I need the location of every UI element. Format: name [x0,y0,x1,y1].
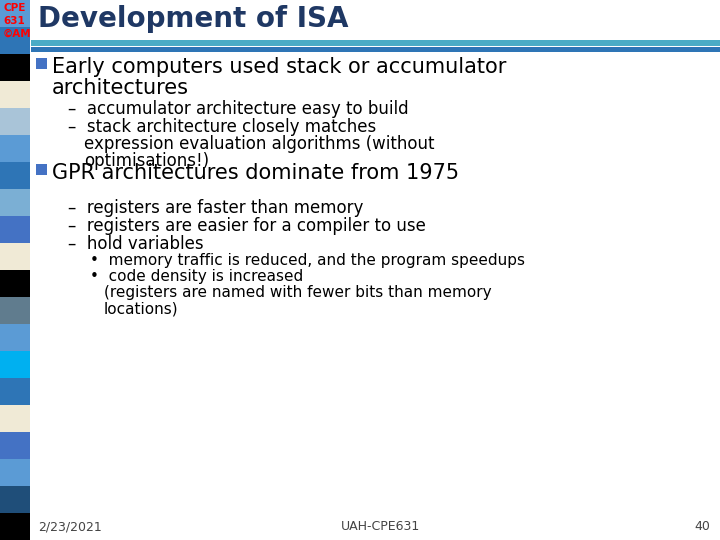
Text: architectures: architectures [52,78,189,98]
Bar [0,324,30,351]
Bar [0,297,30,324]
Text: –  accumulator architecture easy to build: – accumulator architecture easy to build [68,100,409,118]
Bar [0,486,30,513]
Bar [0,54,30,81]
Bar [0,378,30,405]
Bar [0,351,30,378]
Bar [36,58,47,69]
Bar [0,243,30,270]
Bar [0,513,30,540]
Text: optimisations!): optimisations!) [84,152,209,170]
Bar [0,216,30,243]
Text: –  hold variables: – hold variables [68,235,204,253]
Bar [0,162,30,189]
Bar [0,459,30,486]
Bar [31,40,720,46]
Bar [36,164,47,175]
Text: Development of ISA: Development of ISA [38,5,348,33]
Text: 2/23/2021: 2/23/2021 [38,520,102,533]
Text: ©AM: ©AM [3,29,32,39]
Text: (registers are named with fewer bits than memory: (registers are named with fewer bits tha… [104,285,492,300]
Text: CPE: CPE [3,3,25,13]
Text: UAH-CPE631: UAH-CPE631 [341,520,420,533]
Bar [0,405,30,432]
Bar [0,189,30,216]
Text: 631: 631 [3,16,24,26]
Bar [0,0,30,27]
Bar [0,108,30,135]
Bar [0,432,30,459]
Text: 40: 40 [694,520,710,533]
Bar [0,135,30,162]
Text: GPR architectures dominate from 1975: GPR architectures dominate from 1975 [52,163,459,183]
Text: locations): locations) [104,301,179,316]
Text: –  registers are easier for a compiler to use: – registers are easier for a compiler to… [68,217,426,235]
Text: –  stack architecture closely matches: – stack architecture closely matches [68,118,377,136]
Bar [31,47,720,52]
Bar [0,270,30,297]
Text: expression evaluation algorithms (without: expression evaluation algorithms (withou… [84,135,434,153]
Bar [0,27,30,54]
Bar [0,81,30,108]
Text: –  registers are faster than memory: – registers are faster than memory [68,199,364,217]
Text: •  code density is increased: • code density is increased [90,269,303,284]
Text: Early computers used stack or accumulator: Early computers used stack or accumulato… [52,57,506,77]
Text: •  memory traffic is reduced, and the program speedups: • memory traffic is reduced, and the pro… [90,253,525,268]
